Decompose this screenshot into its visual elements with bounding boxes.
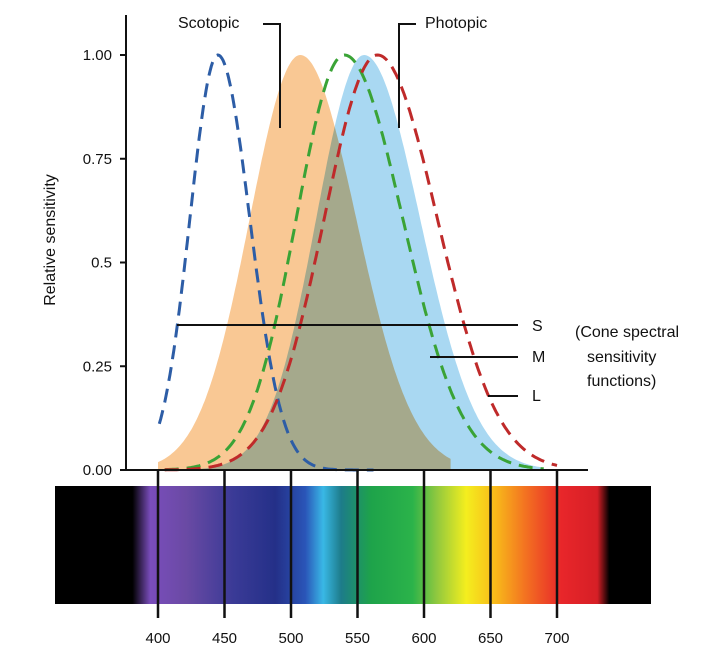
photopic-pointer	[398, 23, 416, 128]
x-tick-label: 550	[345, 630, 370, 647]
x-tick-label: 700	[544, 630, 569, 647]
y-axis-title: Relative sensitivity	[42, 174, 59, 306]
cone-note-line-1: (Cone spectral	[575, 324, 679, 341]
photopic-label: Photopic	[425, 15, 487, 32]
scotopic-label: Scotopic	[178, 15, 239, 32]
s-label: S	[532, 318, 543, 335]
x-tick-label: 450	[212, 630, 237, 647]
m-label: M	[532, 349, 545, 366]
y-tick-label: 0.00	[83, 462, 112, 479]
s-cone-curve	[157, 53, 374, 472]
y-tick-label: 0.75	[83, 151, 112, 168]
x-tick-label: 600	[411, 630, 436, 647]
l-cone-curve	[164, 53, 558, 472]
scotopic-pointer	[263, 23, 281, 128]
x-tick-label: 400	[145, 630, 170, 647]
cone-note-line-3: functions)	[587, 373, 656, 390]
y-tick-label: 1.00	[83, 47, 112, 64]
scotopic-area	[158, 55, 451, 470]
x-tick-label: 650	[478, 630, 503, 647]
visible-spectrum-bar	[55, 486, 651, 604]
y-tick-label: 0.25	[83, 358, 112, 375]
m-cone-curve	[164, 53, 544, 472]
l-label: L	[532, 388, 541, 405]
cone-note-line-2: sensitivity	[587, 349, 656, 366]
y-tick-label: 0.5	[91, 255, 112, 272]
x-tick-label: 500	[278, 630, 303, 647]
